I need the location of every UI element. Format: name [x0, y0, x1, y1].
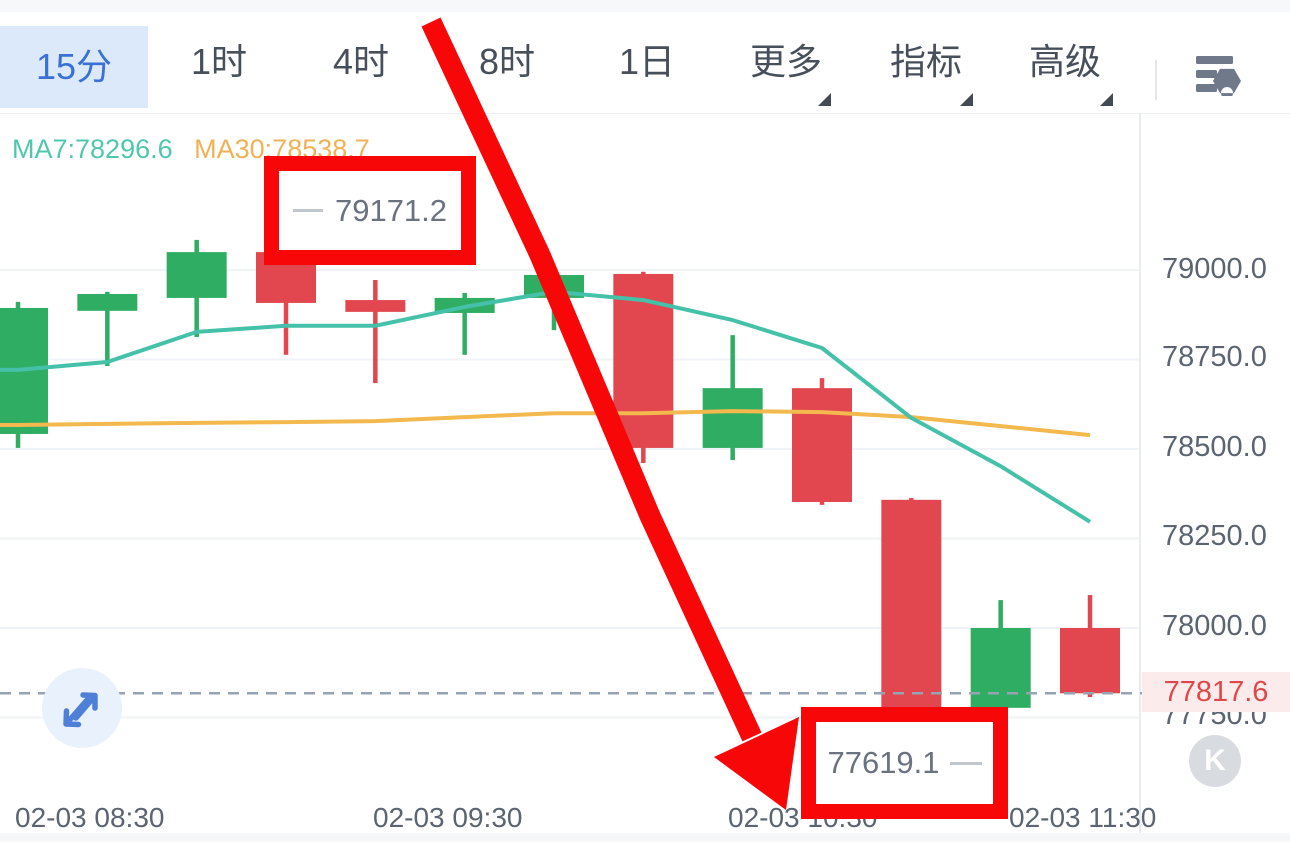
y-tick: 79000.0	[1162, 253, 1267, 285]
high-marker-dash	[292, 209, 323, 212]
tab-more[interactable]: 更多	[749, 41, 823, 82]
high-price-annotation-box: 79171.2	[264, 156, 476, 265]
expand-chart-button[interactable]	[42, 668, 122, 748]
advanced-dropdown-icon	[1100, 93, 1113, 106]
tab-indicators[interactable]: 指标	[889, 41, 963, 82]
tabbar-divider	[1155, 60, 1157, 100]
candle-body	[702, 388, 763, 448]
ma7-legend-label: MA7:78296.6	[12, 134, 173, 164]
list-settings-icon	[1196, 56, 1241, 99]
ma30-line	[0, 409, 1091, 438]
candle-body	[791, 388, 852, 502]
indicators-dropdown-icon	[960, 93, 973, 106]
candle-body	[166, 252, 227, 298]
y-tick: 78500.0	[1162, 431, 1267, 463]
y-tick: 78000.0	[1162, 610, 1267, 642]
candle-body	[1059, 628, 1120, 694]
candle-body	[881, 499, 942, 708]
y-tick: 78750.0	[1162, 341, 1267, 373]
last-price-tag: 77817.6	[1142, 672, 1290, 712]
candle-body	[970, 628, 1031, 708]
tab-1h[interactable]: 1时	[190, 41, 248, 82]
candle-wick	[105, 291, 110, 366]
tab-4h[interactable]: 4时	[332, 41, 390, 82]
x-tick: 02-03 11:30	[1009, 802, 1157, 833]
chart-settings-button[interactable]	[1196, 56, 1243, 99]
candle-body	[77, 293, 138, 311]
candle-wick	[373, 280, 378, 384]
low-marker-dash	[949, 761, 982, 765]
tab-advanced[interactable]: 高级	[1028, 41, 1102, 82]
ma7-line	[0, 289, 1092, 524]
bottom-strip	[0, 833, 1290, 842]
low-price-annotation-box: 77619.1	[801, 707, 1008, 819]
more-dropdown-icon	[818, 93, 831, 106]
kline-logo[interactable]: K	[1189, 735, 1241, 787]
x-tick: 02-03 08:30	[15, 802, 165, 833]
candle-body	[345, 300, 406, 312]
x-tick: 02-03 09:30	[373, 802, 523, 833]
top-strip	[0, 0, 1290, 12]
tab-15min[interactable]: 15分	[0, 26, 148, 108]
y-tick: 78250.0	[1162, 520, 1267, 552]
expand-arrows-icon	[63, 692, 98, 728]
low-price-label: 77619.1	[827, 745, 940, 780]
high-price-label: 79171.2	[334, 192, 448, 228]
